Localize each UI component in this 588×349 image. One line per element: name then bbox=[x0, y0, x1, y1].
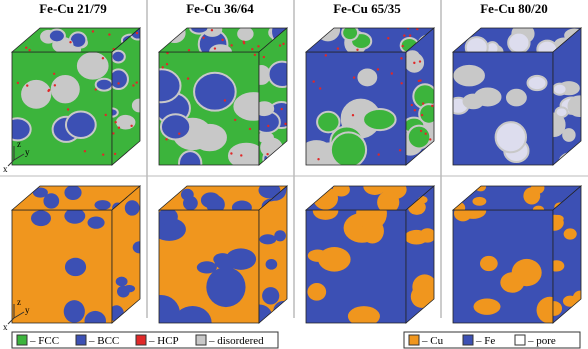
cube bbox=[299, 19, 440, 171]
column-title: Fe-Cu 21/79 bbox=[39, 1, 107, 16]
cube bbox=[4, 22, 146, 165]
column-title: Fe-Cu 65/35 bbox=[333, 1, 401, 16]
axis-label: y bbox=[25, 305, 30, 315]
column-title: Fe-Cu 80/20 bbox=[480, 1, 548, 16]
cube-face bbox=[299, 52, 406, 171]
legend-label: – BCC bbox=[88, 335, 119, 347]
legend-label: – pore bbox=[527, 335, 556, 347]
cube bbox=[303, 177, 437, 326]
legend-label: – disordered bbox=[208, 335, 264, 347]
cube bbox=[142, 179, 293, 339]
figure: Fe-Cu 21/79 Fe-Cu 36/64 Fe-Cu 65/35 Fe-C… bbox=[0, 0, 588, 349]
legend-label: – HCP bbox=[148, 335, 179, 347]
axis-label: x bbox=[3, 322, 8, 332]
cube bbox=[12, 185, 146, 331]
axis-label: x bbox=[3, 164, 8, 174]
legend: – FCC – BCC – HCP – disordered bbox=[12, 332, 278, 348]
axis-label: z bbox=[17, 139, 21, 149]
cube-face bbox=[448, 52, 553, 165]
cube-face bbox=[306, 197, 406, 326]
column-title: Fe-Cu 36/64 bbox=[186, 1, 254, 16]
legend-label: – Cu bbox=[421, 335, 444, 347]
axis-label: y bbox=[25, 147, 30, 157]
cubes bbox=[4, 18, 588, 339]
cube bbox=[143, 18, 297, 175]
cube bbox=[446, 182, 587, 324]
cube-face bbox=[453, 203, 563, 324]
axis-label: z bbox=[17, 297, 21, 307]
cube-face bbox=[142, 208, 259, 339]
legend-label: – FCC bbox=[29, 335, 59, 347]
legend: – Cu – Fe – pore bbox=[404, 332, 580, 348]
cube-face bbox=[143, 52, 273, 176]
legend-label: – Fe bbox=[475, 335, 495, 347]
cube bbox=[448, 25, 588, 171]
